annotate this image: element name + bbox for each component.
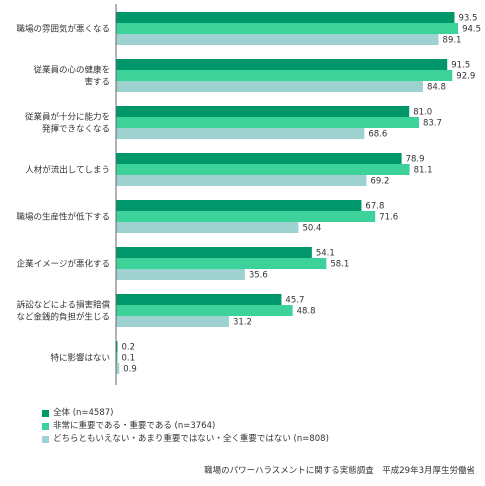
legend-label-not-important: どちらともいえない・あまり重要ではない・全く重要ではない (n=808): [53, 434, 329, 444]
value-label-c4-s1: 71.6: [379, 213, 398, 223]
bar-c4-s1: [116, 211, 376, 222]
value-label-c5-s2: 35.6: [249, 271, 268, 281]
legend-swatch-important: [42, 423, 49, 430]
bar-c6-s1: [116, 305, 293, 316]
bar-c0-s1: [116, 23, 459, 34]
value-label-c6-s0: 45.7: [285, 296, 304, 306]
category-label-3: 人材が流出してしまう: [25, 165, 110, 176]
category-label-5: 企業イメージが悪化する: [17, 259, 110, 270]
bar-c7-s0: [116, 341, 118, 352]
bar-c2-s1: [116, 117, 419, 128]
value-label-c0-s1: 94.5: [462, 25, 481, 35]
legend: 全体 (n=4587) 非常に重要である・重要である (n=3764) どちらと…: [42, 407, 329, 446]
value-label-c7-s0: 0.2: [122, 343, 136, 353]
category-label-4: 職場の生産性が低下する: [16, 212, 110, 223]
category-label-1-line0: 従業員の心の健康を: [33, 65, 110, 76]
bar-c5-s1: [116, 258, 327, 269]
bar-c0-s2: [116, 34, 439, 45]
value-label-c0-s0: 93.5: [458, 14, 477, 24]
value-label-c7-s1: 0.1: [122, 354, 136, 364]
category-label-1-line1: 害する: [84, 77, 110, 88]
value-label-c7-s2: 0.9: [123, 365, 137, 375]
legend-label-overall: 全体 (n=4587): [53, 408, 114, 418]
bar-c4-s0: [116, 200, 362, 211]
category-label-6-line1: など金銭的負担が生じる: [16, 312, 110, 323]
bar-c1-s0: [116, 59, 448, 70]
value-label-c2-s0: 81.0: [413, 108, 432, 118]
bar-c5-s0: [116, 247, 312, 258]
value-label-c3-s1: 81.1: [414, 166, 433, 176]
value-label-c6-s2: 31.2: [233, 318, 252, 328]
value-label-c2-s1: 83.7: [423, 119, 442, 129]
value-label-c6-s1: 48.8: [297, 307, 316, 317]
bar-c1-s2: [116, 81, 423, 92]
legend-swatch-not-important: [42, 436, 49, 443]
bar-c2-s2: [116, 128, 365, 139]
value-label-c1-s1: 92.9: [456, 72, 475, 82]
bar-c6-s2: [116, 316, 229, 327]
value-label-c5-s0: 54.1: [316, 249, 335, 259]
value-label-c5-s1: 58.1: [330, 260, 349, 270]
bar-c7-s1: [116, 352, 118, 363]
legend-label-important: 非常に重要である・重要である (n=3764): [53, 421, 216, 431]
value-labels-layer: 93.594.589.1 91.592.9 84.8 81.083.7 68.6 78.9…: [122, 14, 482, 375]
bars-layer: [116, 12, 459, 374]
value-label-c4-s0: 67.8: [365, 202, 384, 212]
category-label-7: 特に影響はない: [50, 353, 110, 364]
bar-c3-s2: [116, 175, 367, 186]
legend-swatch-overall: [42, 410, 49, 417]
legend-item-overall: 全体 (n=4587): [42, 407, 329, 420]
legend-item-not-important: どちらともいえない・あまり重要ではない・全く重要ではない (n=808): [42, 433, 329, 446]
value-label-c1-s0: 91.5: [451, 61, 470, 71]
source-note: 職場のパワーハラスメントに関する実態調査 平成29年3月厚生労働省: [204, 466, 475, 476]
category-labels-layer: 職場の雰囲気が悪くなる従業員の心の健康を害する従業員が十分に能力を発揮できなくな…: [16, 24, 110, 364]
value-label-c3-s0: 78.9: [406, 155, 425, 165]
bar-c1-s1: [116, 70, 453, 81]
bar-c3-s1: [116, 164, 410, 175]
value-label-c4-s2: 50.4: [302, 224, 321, 234]
category-label-2-line0: 従業員が十分に能力を: [25, 112, 110, 123]
bar-c0-s0: [116, 12, 455, 23]
category-label-0: 職場の雰囲気が悪くなる: [16, 24, 110, 35]
bar-chart: 93.594.589.1 91.592.9 84.8 81.083.7 68.6 78.9…: [16, 4, 482, 385]
category-label-6-line0: 訴訟などによる損害賠償: [17, 300, 111, 311]
value-label-c1-s2: 84.8: [427, 83, 446, 93]
value-label-c2-s2: 68.6: [368, 130, 387, 140]
bar-c2-s0: [116, 106, 410, 117]
category-label-2-line1: 発揮できなくなる: [42, 124, 110, 135]
value-label-c3-s2: 69.2: [371, 177, 390, 187]
bar-c5-s2: [116, 269, 245, 280]
bar-c7-s2: [116, 363, 120, 374]
bar-c4-s2: [116, 222, 299, 233]
value-label-c0-s2: 89.1: [443, 36, 462, 46]
bar-c3-s0: [116, 153, 402, 164]
bar-c6-s0: [116, 294, 282, 305]
legend-item-important: 非常に重要である・重要である (n=3764): [42, 420, 329, 433]
